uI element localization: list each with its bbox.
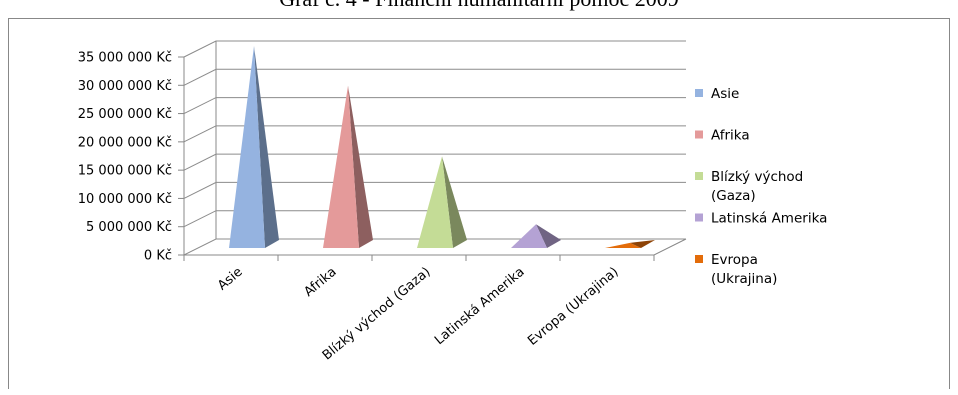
x-tick-label: Latinská Amerika bbox=[432, 265, 528, 349]
pyramid-front-face bbox=[323, 85, 359, 248]
pyramid-4 bbox=[511, 224, 561, 248]
legend-label: Latinská Amerika bbox=[711, 211, 827, 227]
legend-label: Evropa bbox=[711, 252, 758, 268]
pyramid-front-face bbox=[511, 224, 547, 248]
pyramid-side-face bbox=[254, 46, 279, 248]
legend-swatch bbox=[695, 255, 703, 263]
legend-label: Blízký východ bbox=[711, 169, 803, 185]
gridline bbox=[183, 97, 686, 115]
pyramid-3 bbox=[417, 156, 467, 248]
pyramid-side-face bbox=[630, 240, 655, 248]
legend-label-line2: (Ukrajina) bbox=[711, 271, 777, 287]
x-tick-label: Asie bbox=[215, 265, 246, 294]
legend-swatch bbox=[695, 89, 703, 97]
chart-walls bbox=[183, 41, 687, 261]
pyramid-side-face bbox=[536, 224, 561, 248]
pyramid-2 bbox=[323, 85, 373, 248]
legend-item: Blízký východ (Gaza) bbox=[695, 169, 803, 204]
legend-item: Evropa (Ukrajina) bbox=[695, 252, 777, 287]
gridline bbox=[183, 125, 686, 143]
legend-swatch bbox=[695, 172, 703, 180]
legend-item: Asie bbox=[695, 86, 739, 102]
legend: Asie Afrika Blízký východ (Gaza) Latinská Am… bbox=[695, 86, 827, 287]
y-tick-label: 30 000 000 Kč bbox=[78, 79, 172, 94]
legend-label-line2: (Gaza) bbox=[711, 188, 756, 204]
legend-label: Afrika bbox=[711, 128, 750, 144]
y-tick-label: 20 000 000 Kč bbox=[78, 135, 172, 150]
chart-title: Graf č. 4 - Finanční humanitární pomoc 2… bbox=[0, 0, 958, 12]
pyramid-1 bbox=[229, 46, 279, 248]
gridline bbox=[183, 40, 686, 58]
pyramid-5 bbox=[605, 240, 655, 248]
y-tick-label: 35 000 000 Kč bbox=[78, 51, 172, 66]
x-tick-label: Afrika bbox=[301, 265, 339, 300]
pyramids bbox=[229, 46, 655, 248]
pyramid-side-face bbox=[442, 156, 467, 248]
pyramid-side-face bbox=[348, 85, 373, 248]
legend-item: Afrika bbox=[695, 128, 750, 144]
gridline bbox=[183, 153, 686, 171]
pyramid-front-face bbox=[605, 242, 641, 248]
legend-item: Latinská Amerika bbox=[695, 211, 827, 227]
gridline bbox=[183, 181, 686, 199]
legend-label: Asie bbox=[711, 86, 739, 102]
x-tick-label: Evropa (Ukrajina) bbox=[525, 265, 621, 349]
chart-frame bbox=[8, 18, 950, 389]
y-tick-label: 15 000 000 Kč bbox=[78, 164, 172, 179]
legend-swatch bbox=[695, 130, 703, 139]
gridline bbox=[183, 210, 686, 228]
y-tick-label: 10 000 000 Kč bbox=[78, 192, 172, 207]
y-tick-label: 5 000 000 Kč bbox=[86, 220, 172, 235]
y-tick-label: 25 000 000 Kč bbox=[78, 107, 172, 122]
legend-swatch bbox=[695, 213, 703, 222]
y-tick-label: 0 Kč bbox=[144, 249, 172, 264]
pyramid-front-face bbox=[229, 46, 265, 248]
pyramid-front-face bbox=[417, 156, 453, 248]
gridline bbox=[183, 68, 686, 86]
x-tick-label: Blízký východ (Gaza) bbox=[320, 265, 434, 364]
y-axis-ticks: 0 Kč 5 000 000 Kč 10 000 000 Kč 15 000 000 … bbox=[78, 51, 184, 264]
